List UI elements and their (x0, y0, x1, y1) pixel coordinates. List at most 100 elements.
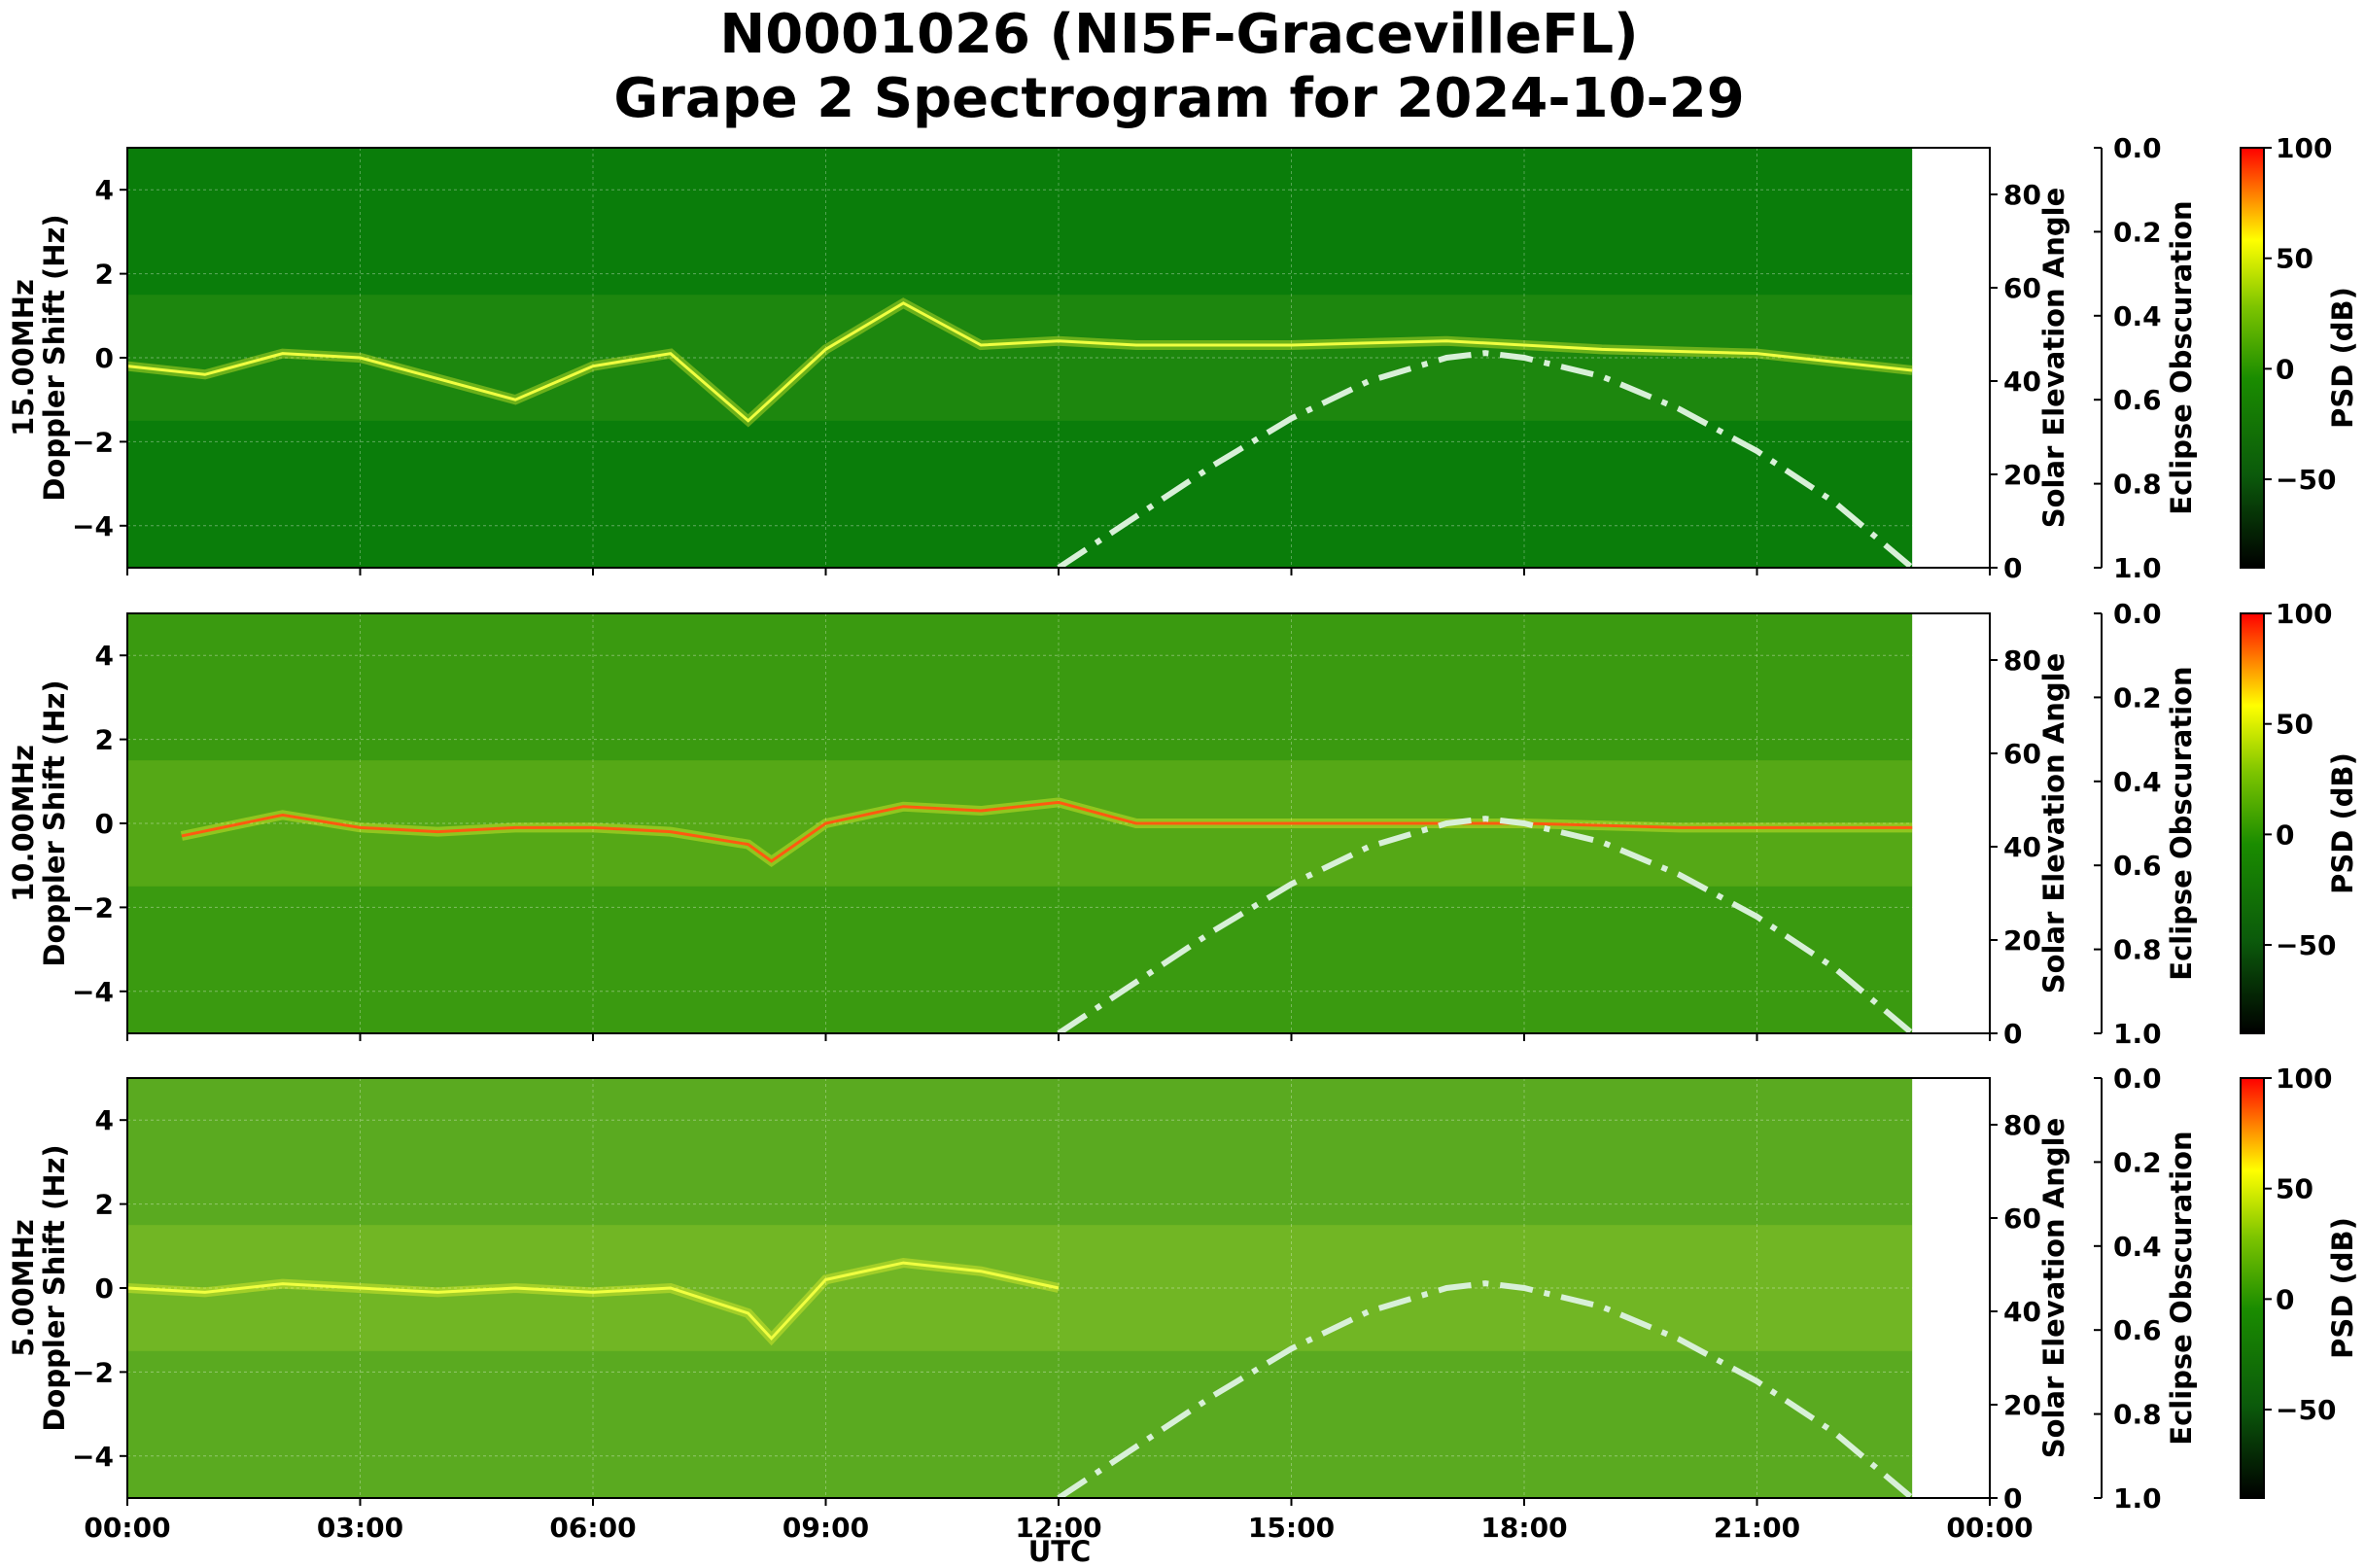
x-tick-label: 21:00 (1714, 1512, 1800, 1544)
psd-tick-label: 0 (2276, 353, 2294, 385)
eclipse-tick-label: 0.4 (2113, 300, 2162, 332)
eclipse-tick-label: 0.8 (2113, 469, 2162, 501)
y-tick-label: −2 (72, 1356, 114, 1388)
x-axis-label: UTC (1028, 1535, 1092, 1568)
eclipse-axis-label: Eclipse Obscuration (2165, 200, 2198, 514)
psd-axis-label: PSD (dB) (2326, 287, 2359, 429)
y-axis-label: Doppler Shift (Hz) (38, 1144, 71, 1431)
elev-tick-label: 0 (2003, 1482, 2022, 1515)
spectrogram-image (127, 148, 1913, 568)
psd-axis-label: PSD (dB) (2326, 1217, 2359, 1359)
eclipse-tick-label: 1.0 (2113, 552, 2162, 584)
eclipse-tick-label: 0.8 (2113, 1399, 2162, 1431)
psd-axis-label: PSD (dB) (2326, 752, 2359, 894)
psd-tick-label: −50 (2276, 1394, 2336, 1426)
chart-title-line1: N0001026 (NI5F-GracevilleFL) (719, 3, 1638, 66)
elev-tick-label: 20 (2003, 459, 2041, 491)
eclipse-tick-label: 0.6 (2113, 1314, 2162, 1346)
eclipse-tick-label: 0.8 (2113, 934, 2162, 966)
x-tick-label: 00:00 (84, 1512, 170, 1544)
elev-tick-label: 0 (2003, 1018, 2022, 1050)
y-tick-label: 2 (95, 259, 114, 291)
psd-tick-label: 50 (2276, 1173, 2313, 1205)
psd-tick-label: 100 (2276, 132, 2332, 164)
y-tick-label: 2 (95, 1189, 114, 1221)
y-tick-label: 4 (95, 1104, 114, 1136)
psd-colorbar (2240, 1077, 2265, 1499)
elevation-axis-label: Solar Elevation Angle (2037, 653, 2070, 994)
psd-colorbar (2240, 612, 2265, 1034)
elev-tick-label: 0 (2003, 552, 2022, 584)
eclipse-tick-label: 0.4 (2113, 766, 2162, 798)
elev-tick-label: 40 (2003, 831, 2041, 863)
psd-colorbar (2240, 147, 2265, 569)
y-axis-label: Doppler Shift (Hz) (38, 679, 71, 966)
eclipse-tick-label: 0.2 (2113, 681, 2162, 714)
doppler-trace (127, 301, 1913, 423)
eclipse-tick-label: 0.0 (2113, 1063, 2162, 1095)
eclipse-tick-label: 0.0 (2113, 598, 2162, 630)
doppler-band (127, 760, 1913, 887)
eclipse-tick-label: 0.6 (2113, 384, 2162, 416)
psd-tick-label: 0 (2276, 1283, 2294, 1315)
eclipse-axis-label: Eclipse Obscuration (2165, 1131, 2198, 1445)
elev-tick-label: 60 (2003, 272, 2041, 304)
y-tick-label: −2 (72, 426, 114, 458)
solar-elevation-curve (1057, 350, 1915, 568)
psd-tick-label: 50 (2276, 243, 2313, 275)
x-tick-label: 06:00 (549, 1512, 636, 1544)
elev-tick-label: 20 (2003, 1389, 2041, 1421)
doppler-band (127, 1225, 1913, 1351)
eclipse-axis-label: Eclipse Obscuration (2165, 666, 2198, 980)
y-tick-label: −4 (72, 510, 114, 542)
psd-tick-label: 100 (2276, 598, 2332, 630)
eclipse-tick-label: 1.0 (2113, 1018, 2162, 1050)
eclipse-tick-label: 1.0 (2113, 1482, 2162, 1515)
elev-tick-label: 40 (2003, 366, 2041, 398)
y-tick-label: 2 (95, 724, 114, 756)
solar-elevation-curve (1057, 816, 1915, 1033)
eclipse-tick-label: 0.6 (2113, 850, 2162, 882)
x-tick-label: 03:00 (317, 1512, 403, 1544)
y-tick-label: 0 (95, 1272, 114, 1305)
elev-tick-label: 80 (2003, 179, 2041, 211)
eclipse-tick-label: 0.2 (2113, 1146, 2162, 1178)
psd-tick-label: 50 (2276, 709, 2313, 741)
eclipse-tick-label: 0.0 (2113, 132, 2162, 164)
elev-tick-label: 20 (2003, 924, 2041, 957)
psd-tick-label: 100 (2276, 1063, 2332, 1095)
spectrogram-image (127, 613, 1913, 1033)
eclipse-tick-label: 0.4 (2113, 1231, 2162, 1263)
y-tick-label: −2 (72, 891, 114, 923)
eclipse-tick-label: 0.2 (2113, 216, 2162, 248)
psd-tick-label: −50 (2276, 929, 2336, 961)
x-tick-label: 09:00 (783, 1512, 869, 1544)
elev-tick-label: 80 (2003, 1109, 2041, 1141)
x-tick-label: 12:00 (1015, 1512, 1101, 1544)
doppler-band (127, 295, 1913, 421)
y-tick-label: −4 (72, 1441, 114, 1473)
panel-frequency-label: 15.00MHz (7, 279, 40, 436)
doppler-trace (127, 1261, 1060, 1342)
y-axis-label: Doppler Shift (Hz) (38, 214, 71, 501)
elev-tick-label: 80 (2003, 645, 2041, 677)
elevation-axis-label: Solar Elevation Angle (2037, 1118, 2070, 1459)
elev-tick-label: 60 (2003, 738, 2041, 770)
y-tick-label: −4 (72, 976, 114, 1008)
elev-tick-label: 60 (2003, 1202, 2041, 1235)
elev-tick-label: 40 (2003, 1296, 2041, 1328)
y-tick-label: 4 (95, 174, 114, 206)
psd-tick-label: 0 (2276, 819, 2294, 851)
psd-tick-label: −50 (2276, 464, 2336, 496)
x-tick-label: 15:00 (1248, 1512, 1335, 1544)
elevation-axis-label: Solar Elevation Angle (2037, 188, 2070, 529)
x-tick-label: 00:00 (1946, 1512, 2033, 1544)
panel-frequency-label: 10.00MHz (7, 745, 40, 902)
spectrogram-image (127, 1078, 1913, 1498)
chart-title-line2: Grape 2 Spectrogram for 2024-10-29 (613, 67, 1744, 130)
panel-frequency-label: 5.00MHz (7, 1219, 40, 1357)
